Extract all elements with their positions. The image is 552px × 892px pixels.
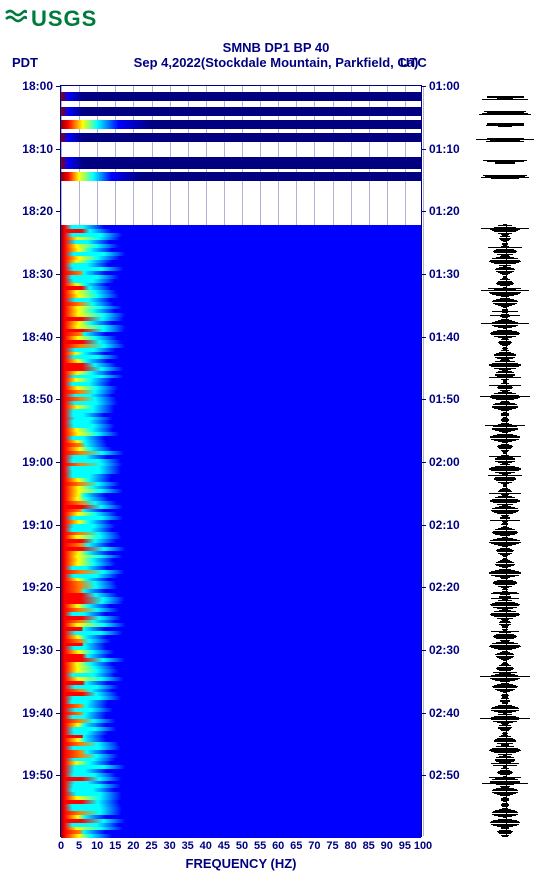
spectrogram-band: [61, 107, 421, 116]
y-tick: [421, 274, 426, 275]
usgs-wave-icon: [5, 5, 27, 33]
y-label-left: 18:40: [22, 330, 53, 344]
y-tick: [421, 775, 426, 776]
usgs-logo-text: USGS: [31, 6, 97, 32]
x-tick-label: 50: [236, 840, 248, 852]
x-tick-label: 25: [145, 840, 157, 852]
y-tick: [421, 337, 426, 338]
x-tick-label: 30: [163, 840, 175, 852]
y-tick: [421, 399, 426, 400]
gridline-v: [423, 86, 424, 836]
y-label-left: 18:10: [22, 142, 53, 156]
x-tick-label: 0: [58, 840, 64, 852]
x-tick-label: 20: [127, 840, 139, 852]
x-tick-label: 70: [308, 840, 320, 852]
spectrogram-row: [61, 834, 421, 838]
y-label-right: 01:10: [429, 142, 460, 156]
y-tick: [421, 462, 426, 463]
y-label-left: 19:20: [22, 580, 53, 594]
x-tick-label: 40: [200, 840, 212, 852]
y-label-right: 02:30: [429, 643, 460, 657]
y-label-right: 02:40: [429, 706, 460, 720]
trace-seg: [486, 141, 524, 142]
y-label-left: 19:00: [22, 455, 53, 469]
y-tick: [421, 587, 426, 588]
x-tick-label: 15: [109, 840, 121, 852]
x-tick-label: 75: [326, 840, 338, 852]
y-tick: [421, 713, 426, 714]
spectrogram-band: [61, 133, 421, 142]
spectrogram-band: [61, 157, 421, 168]
y-label-right: 01:30: [429, 267, 460, 281]
y-label-left: 18:30: [22, 267, 53, 281]
tz-left-label: PDT: [12, 55, 38, 70]
trace-seg: [495, 163, 516, 164]
y-tick: [56, 86, 61, 87]
y-label-right: 02:20: [429, 580, 460, 594]
y-label-left: 18:20: [22, 204, 53, 218]
y-label-right: 01:40: [429, 330, 460, 344]
y-tick: [421, 86, 426, 87]
y-label-right: 01:00: [429, 79, 460, 93]
spectrogram-plot: FREQUENCY (HZ) 0510152025303540455055606…: [60, 85, 422, 837]
seismogram-trace: [468, 85, 543, 837]
trace-seg: [491, 178, 519, 179]
y-label-left: 18:00: [22, 79, 53, 93]
plot-subtitle: Sep 4,2022(Stockdale Mountain, Parkfield…: [0, 55, 552, 70]
x-tick-label: 60: [272, 840, 284, 852]
y-label-right: 02:00: [429, 455, 460, 469]
trace-seg: [498, 126, 512, 127]
trace-seg: [479, 114, 530, 115]
y-tick: [56, 211, 61, 212]
x-tick-label: 85: [363, 840, 375, 852]
plot-title: SMNB DP1 BP 40: [0, 40, 552, 55]
spectrogram-band: [61, 172, 421, 181]
x-tick-label: 100: [414, 840, 432, 852]
trace-seg: [482, 99, 527, 100]
trace-seg: [502, 836, 508, 837]
y-label-left: 19:10: [22, 518, 53, 532]
y-label-right: 02:10: [429, 518, 460, 532]
y-label-left: 19:30: [22, 643, 53, 657]
x-tick-label: 10: [91, 840, 103, 852]
x-tick-label: 45: [218, 840, 230, 852]
spectrogram-band: [61, 120, 421, 129]
y-tick: [56, 149, 61, 150]
x-tick-label: 5: [76, 840, 82, 852]
x-tick-label: 35: [182, 840, 194, 852]
y-tick: [421, 149, 426, 150]
y-label-left: 18:50: [22, 392, 53, 406]
x-tick-label: 55: [254, 840, 266, 852]
y-label-left: 19:40: [22, 706, 53, 720]
x-tick-label: 65: [290, 840, 302, 852]
spectrogram-band: [61, 92, 421, 101]
y-label-right: 01:50: [429, 392, 460, 406]
x-tick-label: 95: [399, 840, 411, 852]
x-tick-label: 80: [344, 840, 356, 852]
usgs-logo: USGS: [5, 5, 97, 33]
y-tick: [421, 211, 426, 212]
y-tick: [421, 650, 426, 651]
x-tick-label: 90: [381, 840, 393, 852]
y-label-right: 01:20: [429, 204, 460, 218]
y-label-left: 19:50: [22, 768, 53, 782]
tz-right-label: UTC: [400, 55, 427, 70]
y-tick: [421, 525, 426, 526]
y-label-right: 02:50: [429, 768, 460, 782]
x-axis-title: FREQUENCY (HZ): [61, 856, 421, 871]
